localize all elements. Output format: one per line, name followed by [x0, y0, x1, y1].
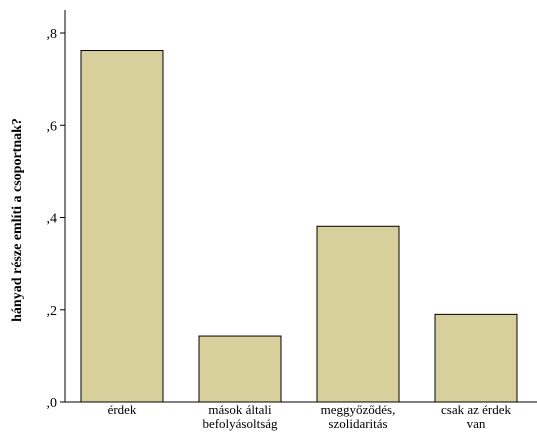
x-axis: érdek mások általi befolyásoltság meggyőződ… — [65, 401, 537, 431]
bars-group — [80, 50, 518, 403]
bar-4 — [434, 313, 518, 403]
y-axis: ,0 ,2 ,4 ,6 ,8 — [47, 10, 66, 411]
y-tick-label-0: ,0 — [47, 396, 58, 411]
y-axis-label: hányad része említi a csoportnak? — [10, 118, 25, 322]
bar-1 — [80, 50, 164, 403]
category-label-1: érdek — [108, 402, 137, 417]
y-tick-label-2: ,4 — [47, 212, 58, 227]
y-tick-label-4: ,8 — [47, 27, 58, 42]
category-label-3: meggyőződés, szolidaritás — [321, 402, 396, 431]
bar-2 — [198, 335, 282, 403]
category-label-4: csak az érdek van — [441, 402, 512, 431]
bar-3 — [316, 225, 400, 403]
y-tick-label-3: ,6 — [47, 119, 58, 134]
y-tick-label-1: ,2 — [47, 304, 58, 319]
category-label-2: mások általi befolyásoltság — [202, 402, 278, 431]
